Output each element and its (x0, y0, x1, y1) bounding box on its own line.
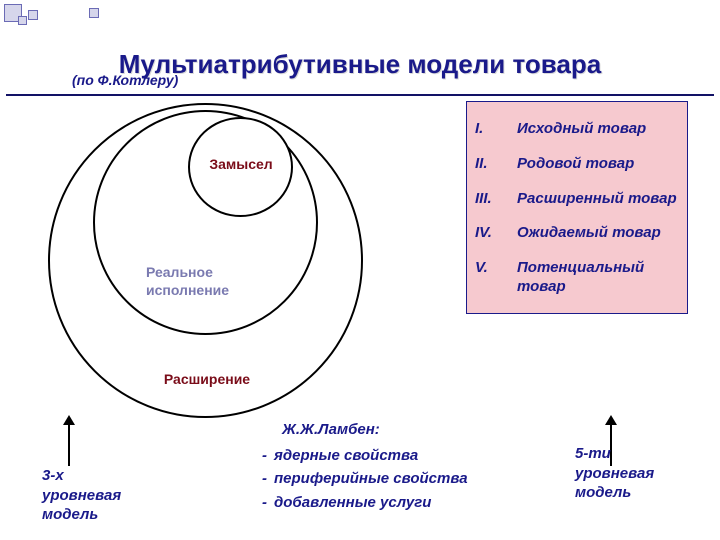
list-item: I. Исходный товар (475, 120, 679, 139)
list-item: IV. Ожидаемый товар (475, 224, 679, 243)
caption-right-l1: 5-ти (575, 445, 611, 462)
list-num: III. (475, 190, 503, 209)
caption-center: Ж.Ж.Ламбен: ядерные свойства периферийны… (262, 420, 512, 516)
center-bullets: ядерные свойства периферийные свойства д… (262, 446, 512, 513)
label-core: Замысел (201, 155, 281, 173)
caption-left: 3-х уровневая модель (42, 466, 182, 525)
caption-right: 5-ти уровневая модель (575, 444, 705, 503)
bullet-item: добавленные услуги (262, 493, 512, 513)
bullet-item: ядерные свойства (262, 446, 512, 466)
list-text: Расширенный товар (517, 190, 677, 209)
label-real: Реальное исполнение (146, 263, 276, 299)
list-text: Исходный товар (517, 120, 646, 139)
caption-right-l2: уровневая (575, 465, 654, 482)
bullet-item: периферийные свойства (262, 469, 512, 489)
list-item: III. Расширенный товар (475, 190, 679, 209)
list-text: Потенциальный товар (517, 259, 679, 297)
subtitle: (по Ф.Котлеру) (72, 72, 178, 88)
label-real-line1: Реальное (146, 264, 213, 280)
caption-left-l1: 3-х (42, 467, 64, 484)
label-extension: Расширение (142, 370, 272, 388)
list-text: Ожидаемый товар (517, 224, 661, 243)
corner-decoration (4, 4, 114, 26)
caption-right-l3: модель (575, 484, 631, 501)
list-num: IV. (475, 224, 503, 243)
levels-list-box: I. Исходный товар II. Родовой товар III. Ра… (466, 101, 688, 314)
list-item: II. Родовой товар (475, 155, 679, 174)
nested-circles-diagram: Замысел Реальное исполнение Расширение (38, 95, 408, 425)
list-num: V. (475, 259, 503, 297)
list-num: I. (475, 120, 503, 139)
list-item: V. Потенциальный товар (475, 259, 679, 297)
list-num: II. (475, 155, 503, 174)
caption-left-l2: уровневая (42, 487, 121, 504)
label-real-line2: исполнение (146, 282, 229, 298)
list-text: Родовой товар (517, 155, 634, 174)
levels-list: I. Исходный товар II. Родовой товар III. Ра… (475, 120, 679, 297)
caption-left-l3: модель (42, 506, 98, 523)
center-author: Ж.Ж.Ламбен: (262, 420, 512, 440)
arrow-left-up-icon (68, 424, 70, 466)
